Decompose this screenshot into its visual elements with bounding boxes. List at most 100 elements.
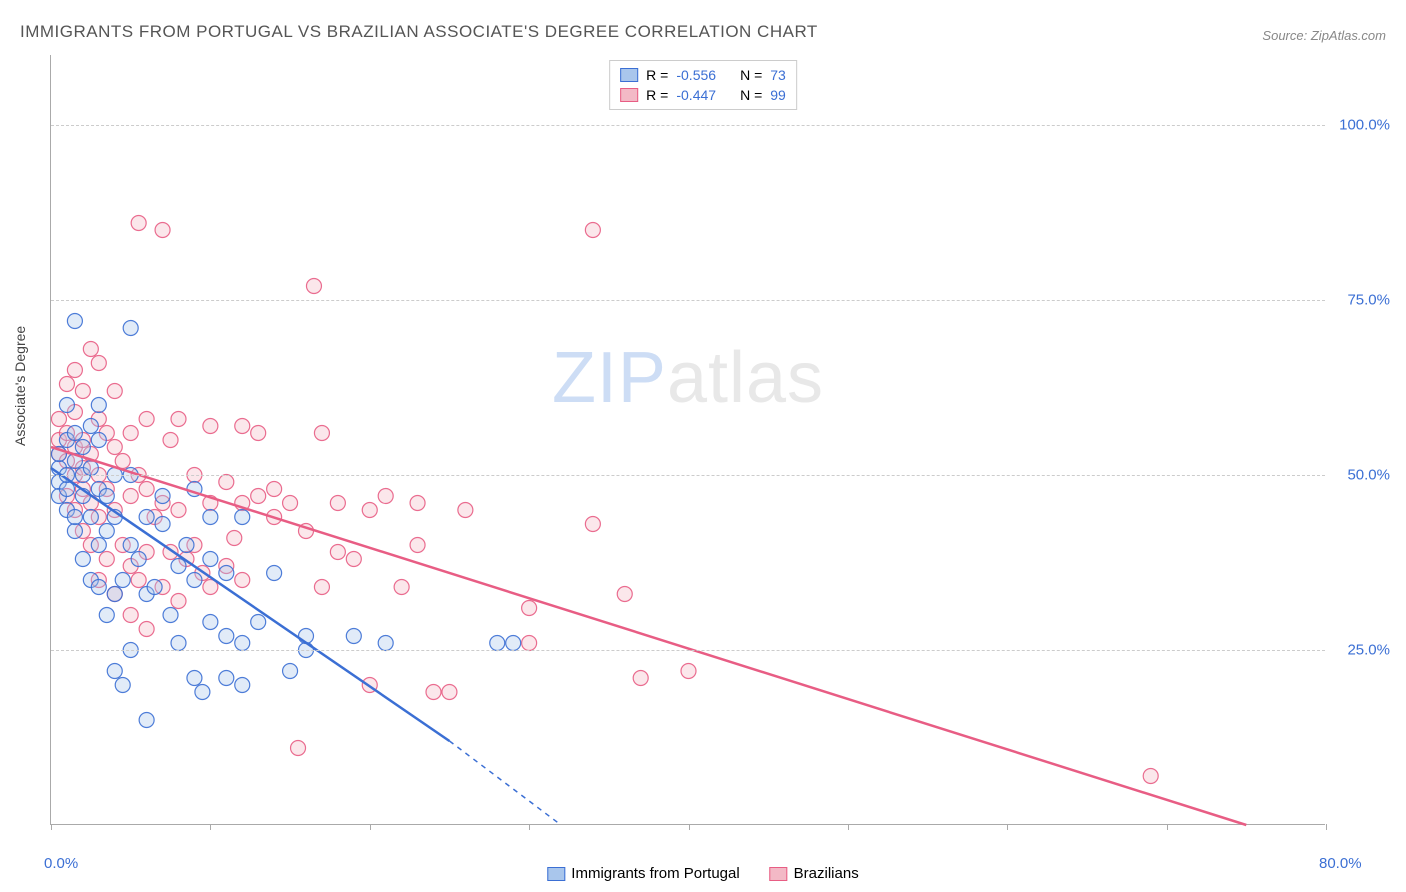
data-point <box>362 503 377 518</box>
x-tick <box>210 824 211 830</box>
data-point <box>139 713 154 728</box>
legend-label-brazilians: Brazilians <box>794 865 859 882</box>
data-point <box>187 671 202 686</box>
x-tick <box>370 824 371 830</box>
data-point <box>195 685 210 700</box>
data-point <box>123 426 138 441</box>
swatch-portugal <box>620 68 638 82</box>
n-label: N = <box>740 87 762 103</box>
data-point <box>163 433 178 448</box>
data-point <box>306 279 321 294</box>
x-tick <box>51 824 52 830</box>
data-point <box>131 552 146 567</box>
data-point <box>75 440 90 455</box>
data-point <box>91 538 106 553</box>
y-tick-label: 100.0% <box>1339 117 1390 134</box>
data-point <box>219 629 234 644</box>
data-point <box>203 419 218 434</box>
data-point <box>155 517 170 532</box>
legend-item-portugal: Immigrants from Portugal <box>547 865 739 882</box>
n-value-brazilians: 99 <box>770 87 786 103</box>
r-label: R = <box>646 67 668 83</box>
legend-label-portugal: Immigrants from Portugal <box>571 865 739 882</box>
data-point <box>617 587 632 602</box>
data-point <box>235 636 250 651</box>
data-point <box>59 377 74 392</box>
data-point <box>522 636 537 651</box>
data-point <box>107 587 122 602</box>
data-point <box>346 629 361 644</box>
series-legend: Immigrants from Portugal Brazilians <box>547 865 858 882</box>
plot-area: ZIPatlas 25.0%50.0%75.0%100.0% <box>50 55 1325 825</box>
data-point <box>171 559 186 574</box>
x-tick <box>1326 824 1327 830</box>
data-point <box>83 461 98 476</box>
data-point <box>75 552 90 567</box>
data-point <box>314 580 329 595</box>
data-point <box>203 510 218 525</box>
data-point <box>51 412 66 427</box>
data-point <box>67 524 82 539</box>
data-point <box>458 503 473 518</box>
data-point <box>99 608 114 623</box>
data-point <box>330 545 345 560</box>
data-point <box>115 573 130 588</box>
data-point <box>251 489 266 504</box>
data-point <box>378 489 393 504</box>
data-point <box>442 685 457 700</box>
data-point <box>107 440 122 455</box>
data-point <box>219 566 234 581</box>
data-point <box>83 342 98 357</box>
data-point <box>59 398 74 413</box>
data-point <box>219 671 234 686</box>
data-point <box>91 433 106 448</box>
x-tick <box>1007 824 1008 830</box>
data-point <box>99 552 114 567</box>
data-point <box>394 580 409 595</box>
n-value-portugal: 73 <box>770 67 786 83</box>
data-point <box>107 384 122 399</box>
data-point <box>291 741 306 756</box>
legend-row-portugal: R = -0.556 N = 73 <box>620 65 786 85</box>
data-point <box>171 503 186 518</box>
data-point <box>251 615 266 630</box>
source-label: Source: <box>1262 28 1307 43</box>
data-point <box>410 538 425 553</box>
data-point <box>506 636 521 651</box>
data-point <box>219 475 234 490</box>
x-tick <box>1167 824 1168 830</box>
gridline <box>51 650 1325 651</box>
data-point <box>155 489 170 504</box>
data-point <box>633 671 648 686</box>
x-tick <box>689 824 690 830</box>
data-point <box>490 636 505 651</box>
data-point <box>83 510 98 525</box>
data-point <box>139 482 154 497</box>
x-tick-label: 0.0% <box>44 855 78 872</box>
y-tick-label: 25.0% <box>1347 642 1390 659</box>
data-point <box>107 664 122 679</box>
data-point <box>346 552 361 567</box>
data-point <box>67 363 82 378</box>
data-point <box>522 601 537 616</box>
data-point <box>410 496 425 511</box>
data-point <box>1143 769 1158 784</box>
data-point <box>123 538 138 553</box>
gridline <box>51 475 1325 476</box>
regression-line-portugal-dashed <box>449 741 561 825</box>
data-point <box>67 314 82 329</box>
chart-title: IMMIGRANTS FROM PORTUGAL VS BRAZILIAN AS… <box>20 22 818 42</box>
y-tick-label: 75.0% <box>1347 292 1390 309</box>
data-point <box>147 580 162 595</box>
data-point <box>235 573 250 588</box>
r-value-portugal: -0.556 <box>676 67 716 83</box>
data-point <box>235 419 250 434</box>
data-point <box>123 489 138 504</box>
swatch-portugal-icon <box>547 867 565 881</box>
data-point <box>123 608 138 623</box>
data-point <box>139 510 154 525</box>
n-label: N = <box>740 67 762 83</box>
data-point <box>171 636 186 651</box>
chart-svg <box>51 55 1325 824</box>
x-tick <box>848 824 849 830</box>
